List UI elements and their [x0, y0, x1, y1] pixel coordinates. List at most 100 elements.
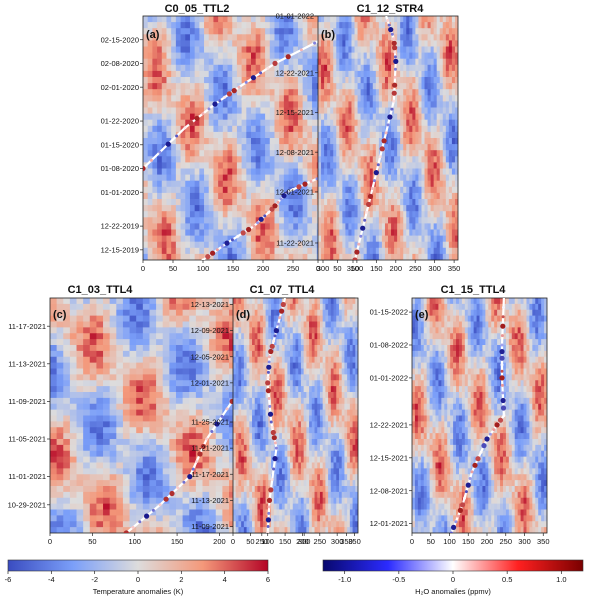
trajectory-marker — [451, 524, 457, 531]
x-tick-label: 250 — [499, 537, 512, 546]
trajectory-marker — [207, 107, 211, 111]
panel-title: C1_12_STR4 — [357, 3, 425, 15]
trajectory-marker — [266, 497, 273, 503]
balloon-trajectory — [449, 298, 507, 533]
trajectory-marker — [165, 141, 171, 147]
trajectory-marker — [381, 138, 387, 144]
y-tick-label: 02-15-2020 — [101, 35, 139, 44]
trajectory-marker — [393, 50, 397, 54]
trajectory-marker — [266, 66, 270, 70]
balloon-trajectory — [265, 298, 287, 533]
x-tick-label: 150 — [227, 264, 240, 273]
x-tick-label: 50 — [88, 537, 96, 546]
trajectory-marker — [231, 88, 237, 94]
trajectory-marker — [393, 55, 397, 59]
y-tick-label: 02-01-2020 — [101, 83, 139, 92]
colorbar-tick-label: -4 — [48, 575, 55, 584]
trajectory-marker — [176, 486, 180, 490]
panel-label: (d) — [236, 309, 250, 321]
trajectory-marker — [265, 517, 271, 523]
panel-label: (e) — [415, 309, 429, 321]
water-vapor-colorbar: -1.0 -0.5 0 0.5 1.0 H₂O anomalies (ppmv) — [322, 559, 584, 596]
plot-frame — [411, 297, 548, 534]
y-tick-label: 12-22-2021 — [276, 68, 314, 77]
trajectory-marker — [270, 478, 274, 481]
water-vapor-colorbar-label: H₂O anomalies (ppmv) — [415, 587, 491, 596]
trajectory-marker — [387, 114, 393, 120]
trajectory-marker — [291, 188, 295, 191]
trajectory-marker — [205, 437, 209, 441]
trajectory-marker — [272, 60, 278, 66]
trajectory-marker — [131, 525, 135, 529]
trajectory-marker — [363, 218, 367, 222]
trajectory-marker — [226, 91, 232, 97]
colorbar-tick-label: 2 — [179, 575, 183, 584]
panel-label: (b) — [321, 29, 335, 41]
trajectory-marker — [205, 254, 211, 260]
trajectory-marker — [201, 112, 205, 116]
colorbar-tick-label: 1.0 — [556, 575, 566, 584]
x-tick-label: 300 — [331, 537, 344, 546]
trajectory-marker — [457, 507, 463, 513]
trajectory-marker — [266, 370, 270, 374]
trajectory-marker — [163, 496, 169, 502]
trajectory-marker — [384, 131, 388, 135]
colorbar-tick-label: -6 — [5, 575, 12, 584]
trajectory-marker — [212, 101, 218, 107]
trajectory-marker — [278, 316, 282, 320]
y-tick-label: 01-01-2020 — [101, 188, 139, 197]
trajectory-marker — [272, 339, 276, 343]
trajectory-marker — [240, 230, 246, 236]
trajectory-marker — [393, 75, 397, 79]
trajectory-marker — [223, 95, 227, 99]
trajectory-marker — [499, 349, 505, 355]
trajectory-marker — [285, 190, 289, 194]
trajectory-marker — [391, 40, 397, 46]
trajectory-marker — [224, 240, 230, 246]
y-tick-label: 11-13-2021 — [8, 359, 46, 368]
panel-label: (c) — [53, 309, 67, 321]
trajectory-marker — [387, 23, 391, 27]
trajectory-marker — [220, 414, 224, 418]
y-tick-label: 12-01-2021 — [370, 519, 408, 528]
trajectory-marker — [267, 360, 271, 364]
trajectory-marker — [266, 376, 270, 380]
trajectory-marker — [268, 487, 274, 493]
trajectory-marker — [357, 242, 361, 246]
trajectory-marker — [151, 508, 155, 512]
trajectory-marker — [393, 58, 399, 64]
x-tick-label: 350 — [448, 264, 461, 273]
trajectory-marker — [502, 414, 506, 417]
trajectory-marker — [263, 214, 267, 218]
trajectory-marker — [230, 238, 234, 242]
colorbar-tick-label: -0.5 — [392, 575, 405, 584]
x-tick-label: 50 — [427, 537, 435, 546]
trajectory-marker — [191, 467, 195, 471]
y-tick-label: 12-08-2021 — [276, 148, 314, 157]
y-tick-label: 01-01-2022 — [370, 374, 408, 383]
x-tick-label: 200 — [213, 537, 226, 546]
colorbar-tick-label: 0 — [451, 575, 455, 584]
trajectory-marker — [309, 179, 313, 183]
trajectory-marker — [270, 425, 274, 429]
trajectory-marker — [500, 405, 507, 411]
y-tick-label: 11-21-2021 — [191, 444, 229, 453]
colorbar-tick-label: 0 — [136, 575, 140, 584]
heatmap-field — [233, 298, 358, 533]
trajectory-marker — [500, 363, 504, 367]
trajectory-marker — [269, 206, 275, 212]
trajectory-marker — [201, 258, 205, 260]
trajectory-marker — [391, 90, 397, 96]
y-tick-label: 11-05-2021 — [8, 435, 46, 444]
x-tick-label: 0 — [48, 537, 52, 546]
trajectory-marker — [367, 193, 374, 199]
trajectory-marker — [267, 411, 274, 417]
x-tick-label: 350 — [347, 264, 360, 273]
trajectory-marker — [370, 187, 374, 190]
x-tick-label: 350 — [348, 537, 361, 546]
temperature-colorbar: -6 -4 -2 0 2 4 6 Temperature anomalies (K) — [5, 559, 270, 596]
trajectory-marker — [379, 146, 385, 152]
trajectory-marker — [460, 502, 466, 508]
trajectory-marker — [501, 315, 505, 319]
